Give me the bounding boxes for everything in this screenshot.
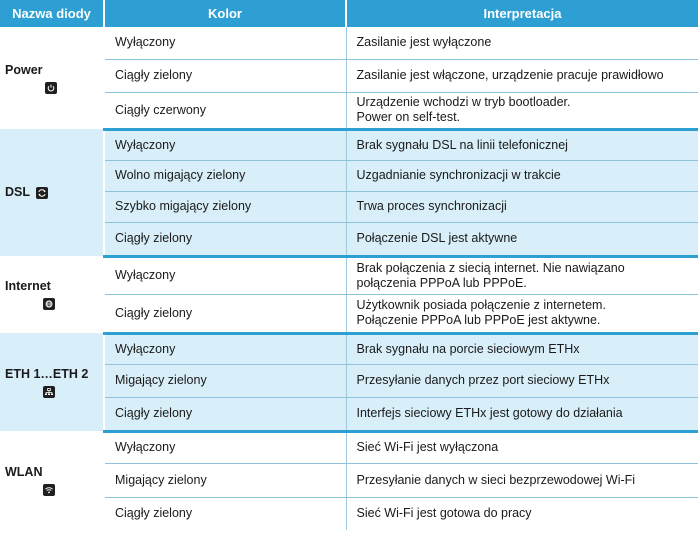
kolor-cell: Migający zielony (104, 463, 347, 498)
table-row: Ciągły zielony Zasilanie jest włączone, u… (0, 59, 698, 93)
led-name-cell: Power (0, 27, 105, 129)
kolor-cell: Ciągły zielony (104, 497, 347, 530)
interpretacja-line: Brak połączenia z siecią internet. Nie n… (356, 260, 625, 275)
interpretacja-cell: Interfejs sieciowy ETHx jest gotowy do d… (346, 397, 698, 433)
header-interpretacja: Interpretacja (346, 0, 698, 27)
interpretacja-line: Połączenie DSL jest aktywne (356, 231, 518, 245)
kolor-cell: Migający zielony (104, 364, 347, 398)
kolor-cell: Ciągły zielony (104, 222, 347, 258)
ethernet-icon (43, 385, 55, 398)
kolor-cell: Wyłączony (104, 256, 347, 295)
interpretacja-line: Brak sygnału na porcie sieciowym ETHx (356, 341, 580, 356)
interpretacja-line: Użytkownik posiada połączenie z internet… (356, 298, 606, 312)
interpretacja-line: Przesyłanie danych przez port sieciowy E… (356, 373, 610, 387)
table-row: Ciągły czerwony Urządzenie wchodzi w tryb… (0, 92, 698, 131)
interpretacja-cell: Przesyłanie danych w sieci bezprzewodowe… (346, 463, 698, 498)
led-name: DSL (5, 185, 30, 199)
interpretacja-cell: Trwa proces synchronizacji (346, 191, 698, 223)
table-row: Ciągły zielony Sieć Wi-Fi jest gotowa do … (0, 497, 698, 530)
interpretacja-line: Urządzenie wchodzi w tryb bootloader. (356, 95, 571, 109)
kolor-cell: Ciągły zielony (104, 397, 347, 433)
table-row: Ciągły zielony Interfejs sieciowy ETHx je… (0, 397, 698, 433)
led-name-cell: ETH 1…ETH 2 (0, 333, 105, 431)
table-row: Ciągły zielony Użytkownik posiada połącze… (0, 294, 698, 335)
table-row: WLAN Wyłączony Sieć Wi-Fi jest wyłączona (0, 431, 698, 530)
interpretacja-line: Połączenie PPPoA lub PPPoE jest aktywne. (356, 313, 601, 327)
interpretacja-line: Trwa proces synchronizacji (356, 199, 507, 213)
table-row: Wolno migający zielony Uzgadnianie synchr… (0, 160, 698, 192)
interpretacja-line: Power on self-test. (356, 110, 461, 124)
wifi-icon (43, 484, 55, 496)
interpretacja-cell: Zasilanie jest włączone, urządzenie prac… (346, 59, 698, 93)
interpretacja-line: Interfejs sieciowy ETHx jest gotowy do d… (356, 406, 623, 420)
kolor-cell: Wyłączony (104, 333, 347, 365)
kolor-cell: Wyłączony (104, 27, 347, 60)
interpretacja-cell: Sieć Wi-Fi jest wyłączona (346, 431, 698, 464)
interpretacja-line: Uzgadnianie synchronizacji w trakcie (356, 168, 561, 182)
led-name: WLAN (5, 465, 43, 479)
kolor-cell: Wolno migający zielony (104, 160, 347, 192)
power-icon (45, 81, 57, 94)
interpretacja-line: Zasilanie jest włączone, urządzenie prac… (356, 68, 664, 82)
interpretacja-line: połączenia PPPoA lub PPPoE. (356, 275, 527, 290)
table-row: Internet Wyłączony Brak połączenia z sieci… (0, 256, 698, 333)
table-row: Ciągły zielony Połączenie DSL jest aktywn… (0, 222, 698, 258)
led-name: ETH 1…ETH 2 (5, 366, 89, 381)
led-name: Power (5, 62, 43, 77)
interpretacja-cell: Sieć Wi-Fi jest gotowa do pracy (346, 497, 698, 530)
kolor-cell: Wyłączony (104, 129, 347, 161)
led-name: Internet (5, 279, 51, 293)
table-row: ETH 1…ETH 2 Wyłączony Brak sygnału na porc… (0, 333, 698, 431)
interpretacja-cell: Przesyłanie danych przez port sieciowy E… (346, 364, 698, 398)
table-row: Migający zielony Przesyłanie danych w sie… (0, 463, 698, 498)
interpretacja-cell: Zasilanie jest wyłączone (346, 27, 698, 60)
interpretacja-line: Przesyłanie danych w sieci bezprzewodowe… (356, 472, 636, 487)
interpretacja-line: Zasilanie jest wyłączone (356, 35, 492, 50)
header-nazwa-diody: Nazwa diody (0, 0, 105, 27)
header-row: Nazwa diody Kolor Interpretacja (0, 0, 698, 27)
interpretacja-line: Sieć Wi-Fi jest wyłączona (356, 440, 499, 454)
led-name-cell: Internet (0, 256, 105, 333)
header-kolor: Kolor (104, 0, 347, 27)
interpretacja-line: Brak sygnału DSL na linii telefonicznej (356, 137, 568, 152)
kolor-cell: Szybko migający zielony (104, 191, 347, 223)
interpretacja-cell: Urządzenie wchodzi w tryb bootloader. Pow… (346, 92, 698, 131)
interpretacja-cell: Brak sygnału na porcie sieciowym ETHx (346, 333, 698, 365)
kolor-cell: Ciągły czerwony (104, 92, 347, 131)
led-name-cell: WLAN (0, 431, 105, 530)
led-name-cell: DSL (0, 129, 105, 256)
kolor-cell: Ciągły zielony (104, 294, 347, 335)
interpretacja-line: Sieć Wi-Fi jest gotowa do pracy (356, 506, 532, 521)
dsl-sync-icon (36, 186, 48, 199)
internet-globe-icon (43, 298, 55, 310)
table-row: Szybko migający zielony Trwa proces synch… (0, 191, 698, 223)
table-row: DSL Wyłączony Brak sygnału DSL na linii te… (0, 129, 698, 256)
table-row: Migający zielony Przesyłanie danych przez… (0, 364, 698, 398)
interpretacja-cell: Uzgadnianie synchronizacji w trakcie (346, 160, 698, 192)
interpretacja-cell: Brak sygnału DSL na linii telefonicznej (346, 129, 698, 161)
kolor-cell: Ciągły zielony (104, 59, 347, 93)
table-row: Power Wyłączony Zasilanie jest wyłączone (0, 27, 698, 129)
interpretacja-cell: Połączenie DSL jest aktywne (346, 222, 698, 258)
kolor-cell: Wyłączony (104, 431, 347, 464)
interpretacja-cell: Brak połączenia z siecią internet. Nie n… (346, 256, 698, 295)
interpretacja-cell: Użytkownik posiada połączenie z internet… (346, 294, 698, 335)
